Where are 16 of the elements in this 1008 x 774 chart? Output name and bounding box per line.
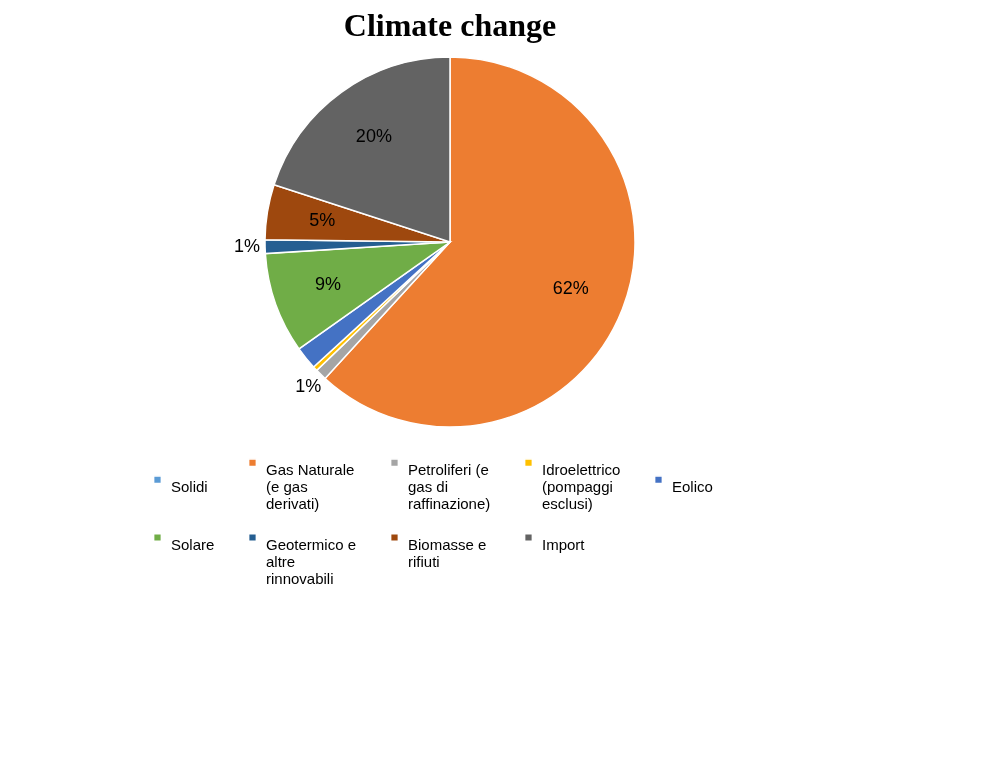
data-label: 1% — [295, 376, 322, 397]
legend-label: Eolico — [672, 477, 713, 495]
legend-label: Biomasse e rifiuti — [408, 535, 487, 570]
data-label: 62% — [552, 277, 589, 298]
data-label: 9% — [314, 274, 341, 295]
legend-label: Geotermico e altre rinnovabili — [266, 535, 357, 587]
legend-label: Import — [542, 535, 586, 553]
chart-title: Climate change — [343, 7, 557, 43]
data-label: 1% — [234, 236, 261, 257]
legend-label: Idroelettrico (pompaggi esclusi) — [542, 460, 621, 512]
legend-label: Solare — [171, 535, 215, 553]
legend-label: Petroliferi (e gas di raffinazione) — [408, 460, 491, 512]
legend-label: Gas Naturale (e gas derivati) — [266, 460, 355, 512]
legend-label: Solidi — [171, 477, 208, 495]
data-label: 20% — [355, 126, 392, 147]
data-label: 5% — [309, 209, 336, 230]
